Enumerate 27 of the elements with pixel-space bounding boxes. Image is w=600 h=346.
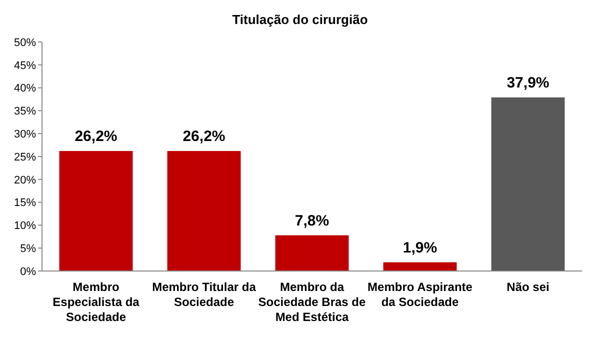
y-tick-label: 15% bbox=[14, 197, 36, 210]
bar bbox=[491, 97, 565, 271]
y-tick-label: 10% bbox=[14, 220, 36, 232]
data-label: 1,9% bbox=[402, 239, 438, 256]
y-tick-label: 20% bbox=[14, 174, 36, 186]
y-tick-label: 50% bbox=[14, 36, 36, 49]
data-label: 37,9% bbox=[506, 74, 550, 92]
x-tick-label: Membro Especialista da Sociedade bbox=[52, 280, 140, 324]
y-tick-label: 5% bbox=[20, 242, 36, 255]
y-tick-label: 0% bbox=[20, 266, 36, 278]
x-tick-label: Membro Aspirante da Sociedade bbox=[368, 280, 473, 309]
bar bbox=[167, 151, 241, 271]
x-tick-label: Membro da Sociedade Bras de Med Estética bbox=[258, 280, 366, 324]
chart-title: Titulação do cirurgião bbox=[232, 12, 368, 27]
bar bbox=[383, 262, 457, 271]
y-tick-label: 45% bbox=[14, 60, 36, 72]
y-tick-label: 25% bbox=[14, 151, 36, 164]
x-tick-label: Não sei bbox=[506, 280, 550, 294]
bar bbox=[59, 151, 133, 271]
x-tick-label: Membro Titular da Sociedade bbox=[152, 280, 256, 309]
bar bbox=[275, 235, 349, 271]
data-label: 26,2% bbox=[74, 128, 118, 146]
data-label: 7,8% bbox=[294, 212, 330, 230]
y-tick-label: 40% bbox=[14, 82, 36, 95]
y-tick-label: 30% bbox=[14, 128, 36, 140]
data-label: 26,2% bbox=[182, 128, 226, 146]
y-tick-label: 35% bbox=[14, 106, 36, 118]
